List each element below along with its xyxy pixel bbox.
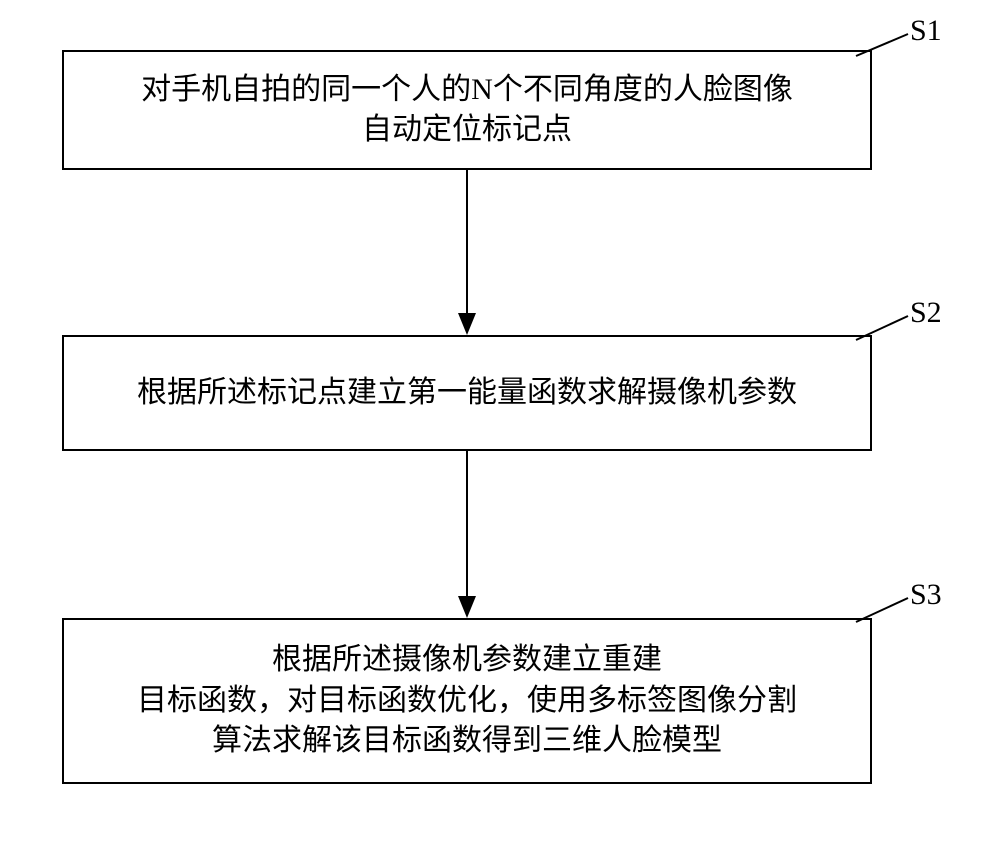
- arrow-s2-s3: [0, 0, 1000, 841]
- flowchart-canvas: 对手机自拍的同一个人的N个不同角度的人脸图像 自动定位标记点 根据所述标记点建立…: [0, 0, 1000, 841]
